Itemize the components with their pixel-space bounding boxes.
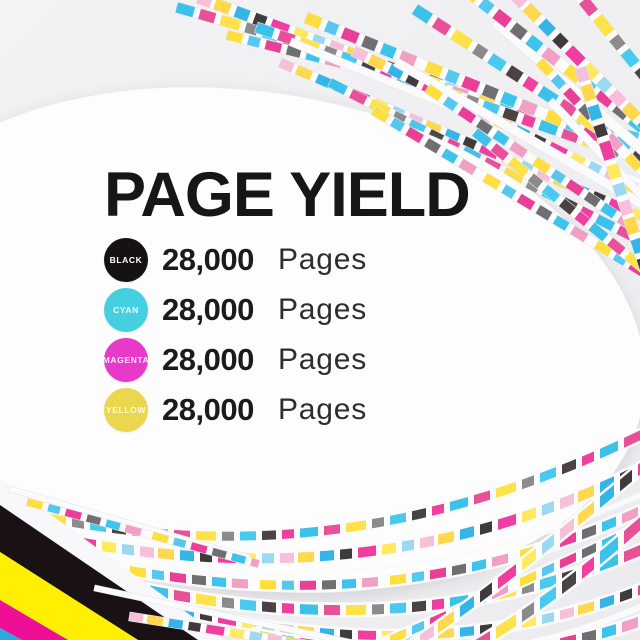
yield-value: 28,000 [162,392,254,427]
yield-value: 28,000 [162,242,254,277]
corner-stripe-black [0,505,198,640]
yield-row: MAGENTA 28,000 Pages [102,335,470,385]
page-title: PAGE YIELD [104,160,471,230]
yield-unit: Pages [278,243,368,276]
yield-row: CYAN 28,000 Pages [104,285,470,335]
corner-stripe-yellow [0,552,138,640]
toner-dot-label: CYAN [113,304,139,315]
toner-dot-label: MAGENTA [102,354,150,365]
print-strips-top-front [370,0,640,308]
print-strips-corner [7,485,378,640]
yield-value: 28,000 [162,292,254,327]
yield-unit: Pages [278,343,368,376]
corner-stripe-magenta [0,600,68,640]
yield-unit: Pages [278,293,368,326]
toner-dot-label: BLACK [109,254,143,265]
yield-row: BLACK 28,000 Pages [104,235,470,285]
corner-stripe-white [0,478,225,640]
corner-stripes [0,478,225,640]
yield-row: YELLOW 28,000 Pages [104,385,470,435]
toner-dot: MAGENTA [102,338,150,382]
paper-ellipse [0,87,640,593]
toner-dot: CYAN [104,288,148,332]
print-strips-top-back [174,0,640,261]
toner-dot: YELLOW [104,388,148,432]
yield-unit: Pages [278,393,368,426]
page-yield-panel: PAGE YIELD BLACK 28,000 Pages CYAN 28,00… [102,160,471,435]
yield-value: 28,000 [162,342,254,377]
corner-stripe-cyan [0,628,22,640]
toner-dot: BLACK [104,238,148,282]
toner-dot-label: YELLOW [106,404,146,415]
yield-rows: BLACK 28,000 Pages CYAN 28,000 Pages MAG… [102,235,470,435]
